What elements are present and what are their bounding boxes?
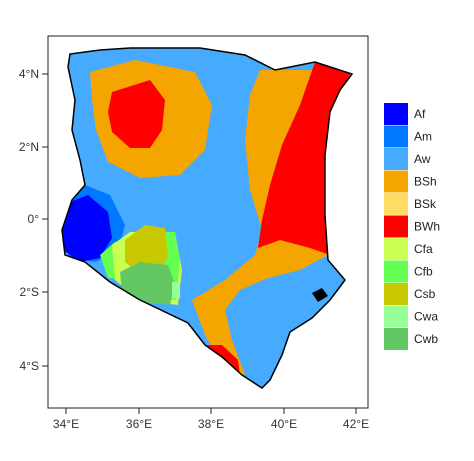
legend-swatch-csb [384, 283, 408, 305]
legend-label-csb: Csb [414, 287, 436, 301]
legend-label-bsk: BSk [414, 197, 437, 211]
zone-cwa [172, 282, 180, 298]
zone-bwh-east [258, 62, 352, 255]
x-axis: 34°E 36°E 38°E 40°E 42°E [53, 408, 369, 431]
legend-swatch-cwb [384, 328, 408, 350]
legend-swatch-af [384, 103, 408, 125]
legend-label-bwh: BWh [414, 220, 440, 234]
x-tick-label: 36°E [126, 417, 152, 431]
y-tick-label: 4°N [19, 67, 39, 81]
legend-swatch-aw [384, 148, 408, 170]
legend-label-am: Am [414, 130, 432, 144]
y-tick-label: 4°S [20, 359, 39, 373]
zone-cwb [120, 262, 175, 305]
legend: Af Am Aw BSh BSk BWh Cfa Cfb Csb Cwa Cwb [384, 103, 440, 350]
y-tick-label: 0° [28, 212, 40, 226]
legend-label-cfa: Cfa [414, 242, 433, 256]
country-border [61, 47, 354, 389]
zone-af-west [62, 195, 112, 262]
legend-label-cwb: Cwb [414, 332, 438, 346]
legend-label-aw: Aw [414, 152, 431, 166]
y-tick-label: 2°S [20, 285, 39, 299]
legend-swatch-cwa [384, 305, 408, 328]
legend-swatch-am [384, 125, 408, 148]
coastal-island [312, 288, 328, 302]
legend-label-cwa: Cwa [414, 310, 438, 324]
zone-csb [125, 225, 168, 275]
legend-swatch-cfb [384, 260, 408, 283]
x-tick-label: 38°E [198, 417, 224, 431]
legend-swatch-bsk [384, 193, 408, 215]
legend-label-bsh: BSh [414, 175, 437, 189]
y-axis: 4°N 2°N 0° 2°S 4°S [19, 67, 48, 373]
x-tick-label: 40°E [271, 417, 297, 431]
legend-swatch-bwh [384, 215, 408, 238]
legend-swatch-bsh [384, 170, 408, 193]
legend-label-af: Af [414, 107, 426, 121]
y-tick-label: 2°N [19, 140, 39, 154]
legend-swatch-cfa [384, 238, 408, 260]
x-tick-label: 34°E [53, 417, 79, 431]
zone-bwh-northwest [108, 80, 165, 148]
legend-label-cfb: Cfb [414, 265, 433, 279]
x-tick-label: 42°E [343, 417, 369, 431]
